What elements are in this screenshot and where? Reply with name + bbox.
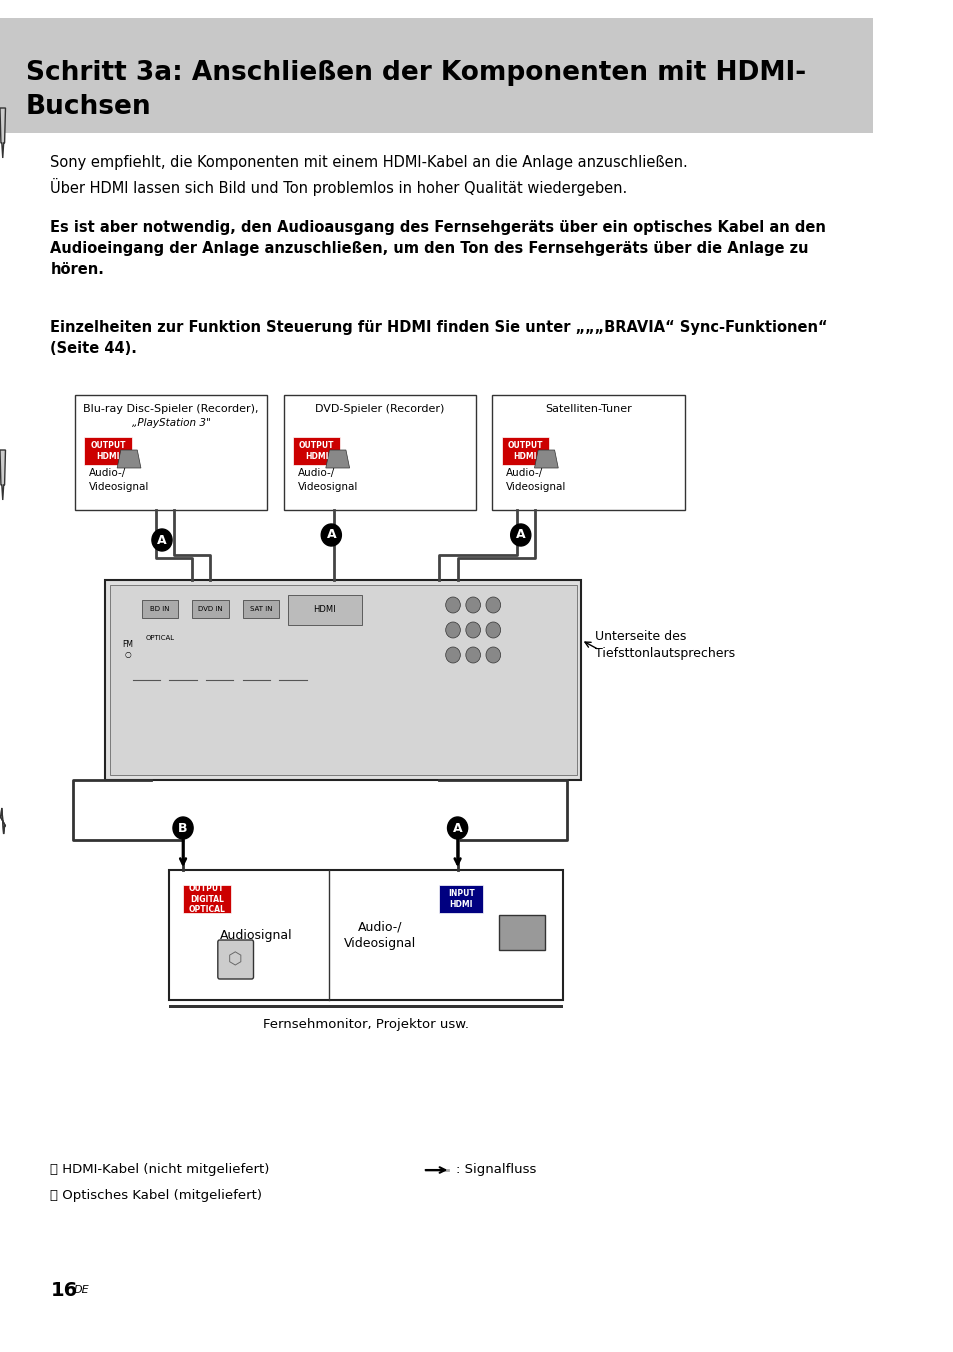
FancyBboxPatch shape bbox=[217, 940, 253, 979]
FancyBboxPatch shape bbox=[288, 595, 361, 625]
Circle shape bbox=[445, 598, 460, 612]
Text: ⬡: ⬡ bbox=[228, 950, 242, 968]
FancyBboxPatch shape bbox=[183, 886, 231, 913]
FancyBboxPatch shape bbox=[242, 600, 279, 618]
Polygon shape bbox=[0, 450, 6, 500]
Text: A: A bbox=[157, 534, 167, 546]
Text: DVD-Spieler (Recorder): DVD-Spieler (Recorder) bbox=[314, 404, 444, 414]
Text: Ⓐ HDMI-Kabel (nicht mitgeliefert): Ⓐ HDMI-Kabel (nicht mitgeliefert) bbox=[51, 1164, 270, 1176]
FancyBboxPatch shape bbox=[169, 869, 562, 1000]
Circle shape bbox=[447, 817, 467, 840]
Circle shape bbox=[485, 648, 500, 662]
Text: Audio-/
Videosignal: Audio-/ Videosignal bbox=[506, 468, 566, 492]
Text: DE: DE bbox=[73, 1284, 89, 1295]
Polygon shape bbox=[117, 450, 141, 468]
Text: „PlayStation 3": „PlayStation 3" bbox=[132, 418, 211, 429]
Text: A: A bbox=[516, 529, 525, 542]
FancyBboxPatch shape bbox=[492, 395, 684, 510]
Circle shape bbox=[321, 525, 341, 546]
Text: Audio-/
Videosignal: Audio-/ Videosignal bbox=[343, 919, 416, 950]
Text: Unterseite des
Tiefsttonlautsprechers: Unterseite des Tiefsttonlautsprechers bbox=[595, 630, 734, 660]
Text: Satelliten-Tuner: Satelliten-Tuner bbox=[544, 404, 631, 414]
Circle shape bbox=[465, 622, 480, 638]
Polygon shape bbox=[326, 450, 349, 468]
Text: OPTICAL: OPTICAL bbox=[146, 635, 174, 641]
Text: BD IN: BD IN bbox=[151, 606, 170, 612]
Text: FM
○: FM ○ bbox=[123, 639, 133, 660]
Polygon shape bbox=[534, 450, 558, 468]
FancyBboxPatch shape bbox=[75, 395, 267, 510]
Text: B: B bbox=[178, 822, 188, 834]
Text: Audio-/
Videosignal: Audio-/ Videosignal bbox=[89, 468, 149, 492]
Circle shape bbox=[445, 622, 460, 638]
FancyBboxPatch shape bbox=[283, 395, 476, 510]
Text: OUTPUT
HDMI: OUTPUT HDMI bbox=[91, 441, 126, 461]
FancyBboxPatch shape bbox=[192, 600, 229, 618]
Circle shape bbox=[445, 648, 460, 662]
Circle shape bbox=[465, 648, 480, 662]
Text: A: A bbox=[453, 822, 462, 834]
Circle shape bbox=[485, 598, 500, 612]
Text: HDMI: HDMI bbox=[314, 606, 335, 615]
Text: : Signalfluss: : Signalfluss bbox=[456, 1164, 536, 1176]
Circle shape bbox=[172, 817, 193, 840]
Text: Audiosignal: Audiosignal bbox=[220, 929, 293, 941]
Text: Es ist aber notwendig, den Audioausgang des Fernsehgeräts über ein optisches Kab: Es ist aber notwendig, den Audioausgang … bbox=[51, 220, 825, 277]
FancyBboxPatch shape bbox=[169, 1005, 562, 1009]
FancyBboxPatch shape bbox=[501, 437, 549, 465]
Polygon shape bbox=[0, 808, 6, 834]
Circle shape bbox=[510, 525, 530, 546]
Text: OUTPUT
DIGITAL
OPTICAL: OUTPUT DIGITAL OPTICAL bbox=[188, 884, 225, 914]
FancyBboxPatch shape bbox=[438, 886, 483, 913]
Polygon shape bbox=[0, 808, 6, 834]
Text: DVD IN: DVD IN bbox=[198, 606, 223, 612]
Circle shape bbox=[485, 622, 500, 638]
Text: OUTPUT
HDMI: OUTPUT HDMI bbox=[507, 441, 542, 461]
Text: Sony empfiehlt, die Komponenten mit einem HDMI-Kabel an die Anlage anzuschließen: Sony empfiehlt, die Komponenten mit eine… bbox=[51, 155, 687, 196]
Text: INPUT
HDMI: INPUT HDMI bbox=[447, 890, 475, 909]
FancyBboxPatch shape bbox=[105, 580, 580, 780]
Text: Einzelheiten zur Funktion Steuerung für HDMI finden Sie unter „„„BRAVIA“ Sync-Fu: Einzelheiten zur Funktion Steuerung für … bbox=[51, 320, 827, 356]
Text: 16: 16 bbox=[51, 1280, 77, 1299]
Text: Audio-/
Videosignal: Audio-/ Videosignal bbox=[297, 468, 357, 492]
Circle shape bbox=[465, 598, 480, 612]
Text: Blu-ray Disc-Spieler (Recorder),: Blu-ray Disc-Spieler (Recorder), bbox=[83, 404, 258, 414]
FancyBboxPatch shape bbox=[84, 437, 132, 465]
FancyBboxPatch shape bbox=[110, 585, 576, 775]
Text: A: A bbox=[326, 529, 335, 542]
Polygon shape bbox=[0, 108, 6, 158]
FancyBboxPatch shape bbox=[498, 915, 544, 950]
Text: Schritt 3a: Anschließen der Komponenten mit HDMI-
Buchsen: Schritt 3a: Anschließen der Komponenten … bbox=[26, 59, 805, 120]
Text: Ⓑ Optisches Kabel (mitgeliefert): Ⓑ Optisches Kabel (mitgeliefert) bbox=[51, 1188, 262, 1202]
Text: Fernsehmonitor, Projektor usw.: Fernsehmonitor, Projektor usw. bbox=[263, 1018, 469, 1032]
FancyBboxPatch shape bbox=[142, 600, 178, 618]
FancyBboxPatch shape bbox=[0, 18, 872, 132]
FancyBboxPatch shape bbox=[293, 437, 340, 465]
Circle shape bbox=[152, 529, 172, 552]
Text: SAT IN: SAT IN bbox=[250, 606, 272, 612]
Text: OUTPUT
HDMI: OUTPUT HDMI bbox=[298, 441, 335, 461]
